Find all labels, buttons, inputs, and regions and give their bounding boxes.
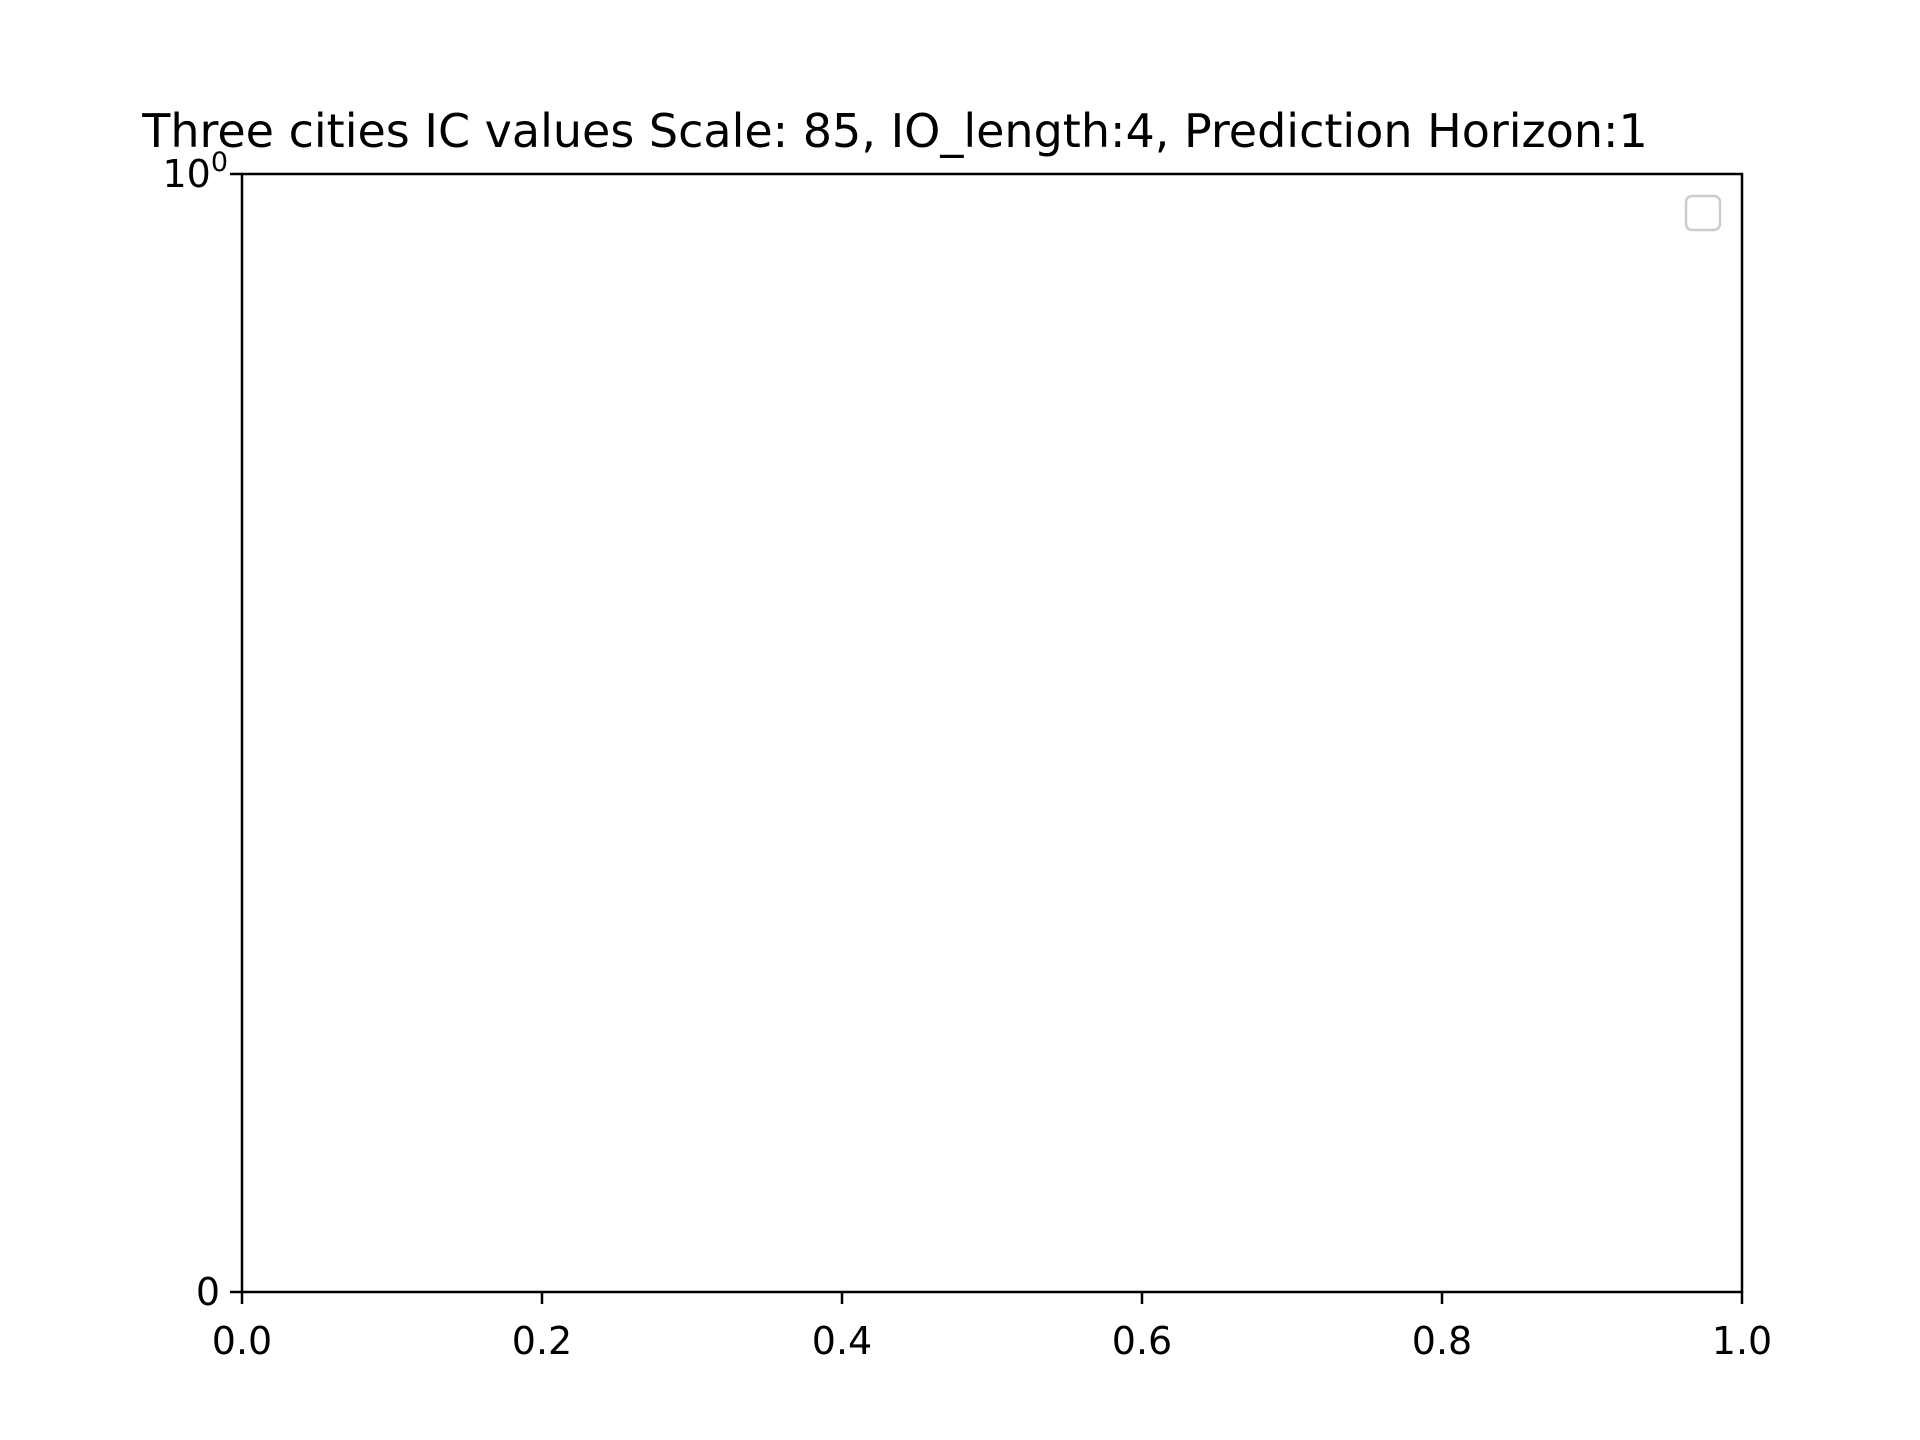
y-tick-label: 0 xyxy=(196,1270,220,1314)
chart-title: Three cities IC values Scale: 85, IO_len… xyxy=(141,104,1648,158)
y-tick-label: 100 xyxy=(162,147,228,196)
x-tick-label: 0.6 xyxy=(1112,1319,1172,1363)
x-tick-label: 0.4 xyxy=(812,1319,872,1363)
x-axis: 0.0 0.2 0.4 0.6 0.8 1.0 xyxy=(212,1292,1772,1363)
x-tick-label: 0.2 xyxy=(512,1319,572,1363)
plot-area xyxy=(240,172,1744,1294)
x-tick-label: 1.0 xyxy=(1712,1319,1772,1363)
x-tick-label: 0.0 xyxy=(212,1319,272,1363)
legend-box xyxy=(1684,194,1722,232)
axes-frame xyxy=(240,172,1744,1294)
x-tick-label: 0.8 xyxy=(1412,1319,1472,1363)
y-axis: 0 100 xyxy=(162,147,242,1314)
